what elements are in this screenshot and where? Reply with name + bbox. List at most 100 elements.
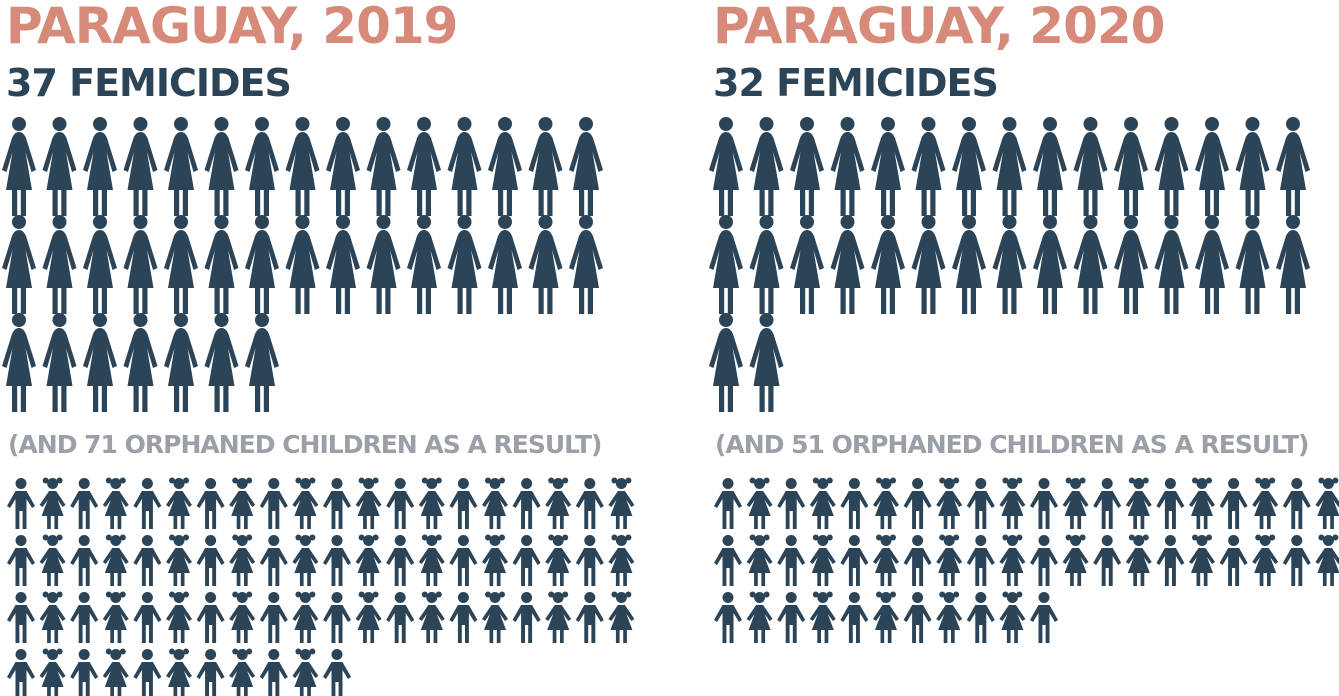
girl-icon xyxy=(102,534,129,586)
girl-icon xyxy=(229,648,256,696)
girl-icon xyxy=(292,477,319,529)
boy-icon xyxy=(323,592,351,643)
woman-icon xyxy=(245,117,279,216)
woman-icon xyxy=(123,215,158,314)
woman-icon xyxy=(528,117,563,216)
boy-icon xyxy=(777,535,806,586)
girl-icon xyxy=(1252,477,1279,529)
femicides-count-label: 32 FEMICIDES xyxy=(713,61,999,105)
boy-icon xyxy=(903,478,932,529)
woman-icon xyxy=(709,215,743,314)
girl-icon xyxy=(873,591,899,643)
woman-icon xyxy=(790,117,824,216)
girl-icon xyxy=(229,477,256,529)
girl-icon xyxy=(1252,534,1279,586)
woman-icon xyxy=(790,215,824,314)
woman-icon xyxy=(204,117,239,216)
girl-icon xyxy=(999,534,1026,586)
boy-icon xyxy=(966,592,995,643)
femicides-count-label: 37 FEMICIDES xyxy=(6,61,292,105)
boy-icon xyxy=(840,592,869,643)
woman-icon xyxy=(407,215,441,314)
pictogram-2020 xyxy=(709,117,1339,643)
woman-icon xyxy=(2,215,36,314)
boy-icon xyxy=(1156,535,1185,586)
girl-icon xyxy=(39,591,66,643)
woman-icon xyxy=(164,313,198,412)
boy-icon xyxy=(133,649,162,696)
boy-icon xyxy=(575,478,604,529)
girl-icon xyxy=(1062,477,1089,529)
girl-icon xyxy=(1125,534,1152,586)
boy-icon xyxy=(1282,478,1311,529)
boy-icon xyxy=(70,478,99,529)
woman-icon xyxy=(407,117,441,216)
woman-icon xyxy=(1276,117,1310,216)
boy-icon xyxy=(1282,535,1311,586)
woman-icon xyxy=(83,117,117,216)
boy-icon xyxy=(903,592,932,643)
girl-icon xyxy=(482,591,508,643)
woman-icon xyxy=(1073,215,1108,314)
woman-icon xyxy=(245,215,279,314)
orphaned-children-note: (AND 51 ORPHANED CHILDREN AS A RESULT) xyxy=(715,430,1309,459)
boy-icon xyxy=(7,535,35,586)
girl-icon xyxy=(1189,534,1215,586)
girl-icon xyxy=(1189,477,1215,529)
woman-icon xyxy=(1033,215,1067,314)
woman-icon xyxy=(830,215,865,314)
woman-icon xyxy=(709,117,743,216)
boy-icon xyxy=(386,535,415,586)
boy-icon xyxy=(1219,478,1248,529)
woman-icon xyxy=(204,313,239,412)
girl-icon xyxy=(102,648,129,696)
girl-icon xyxy=(229,591,256,643)
girl-icon xyxy=(545,591,572,643)
boy-icon xyxy=(133,478,162,529)
girl-icon xyxy=(1315,534,1339,586)
boy-icon xyxy=(512,592,541,643)
woman-icon xyxy=(952,117,986,216)
boy-icon xyxy=(777,478,806,529)
girl-icon xyxy=(102,477,129,529)
girl-icon xyxy=(873,534,899,586)
boy-icon xyxy=(512,478,541,529)
boy-icon xyxy=(1093,478,1122,529)
woman-icon xyxy=(2,117,36,216)
girl-icon xyxy=(936,534,963,586)
girl-icon xyxy=(746,477,773,529)
boy-icon xyxy=(133,592,162,643)
boy-icon xyxy=(323,649,351,696)
orphaned-children-note: (AND 71 ORPHANED CHILDREN AS A RESULT) xyxy=(8,430,602,459)
girl-icon xyxy=(166,648,192,696)
woman-icon xyxy=(1195,117,1229,216)
boy-icon xyxy=(7,649,35,696)
girl-icon xyxy=(608,591,635,643)
girl-icon xyxy=(999,591,1026,643)
woman-icon xyxy=(447,215,482,314)
woman-icon xyxy=(1276,215,1310,314)
woman-icon xyxy=(749,313,784,412)
girl-icon xyxy=(292,534,319,586)
woman-icon xyxy=(1195,215,1229,314)
girl-icon xyxy=(608,477,635,529)
boy-icon xyxy=(259,535,288,586)
panel-title: PARAGUAY, 2020 xyxy=(713,0,1165,55)
woman-icon xyxy=(992,215,1027,314)
boy-icon xyxy=(1093,535,1122,586)
woman-icon xyxy=(2,313,36,412)
boy-icon xyxy=(70,649,99,696)
girl-icon xyxy=(809,477,836,529)
boy-icon xyxy=(714,535,742,586)
girl-icon xyxy=(999,477,1026,529)
boy-icon xyxy=(196,478,225,529)
boy-icon xyxy=(70,592,99,643)
girl-icon xyxy=(102,591,129,643)
woman-icon xyxy=(1154,117,1189,216)
girl-icon xyxy=(39,648,66,696)
girl-icon xyxy=(1315,477,1339,529)
woman-icon xyxy=(123,117,158,216)
boy-icon xyxy=(386,478,415,529)
girl-icon xyxy=(418,477,445,529)
boy-icon xyxy=(714,592,742,643)
